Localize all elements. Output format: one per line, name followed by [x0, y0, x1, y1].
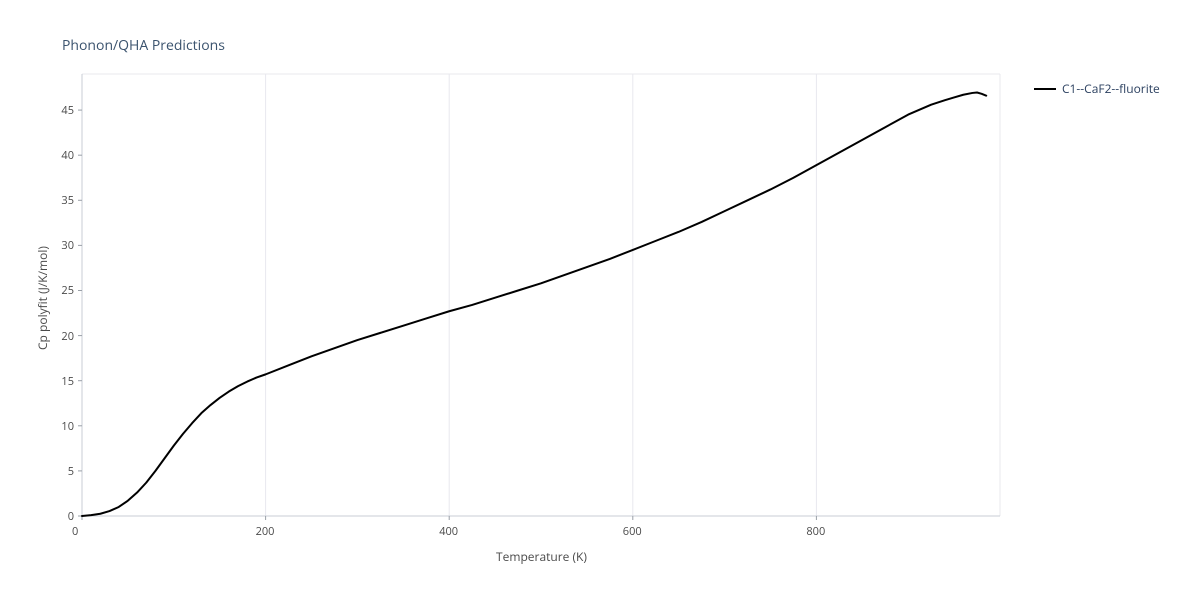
x-tick-label: 0 [72, 524, 78, 539]
y-tick-label: 25 [61, 283, 74, 298]
x-tick-label: 800 [806, 524, 825, 539]
x-tick-label: 200 [256, 524, 275, 539]
chart-container: { "chart": { "type": "line", "title": "P… [0, 0, 1200, 600]
y-tick-label: 5 [68, 464, 74, 479]
y-tick-label: 15 [61, 374, 74, 389]
x-tick-label: 400 [439, 524, 458, 539]
y-tick-label: 20 [61, 329, 74, 344]
y-tick-label: 30 [61, 238, 74, 253]
y-tick-label: 40 [61, 148, 74, 163]
x-tick-label: 600 [623, 524, 642, 539]
y-tick-label: 0 [68, 509, 74, 524]
plot-svg[interactable] [0, 0, 1200, 600]
y-tick-label: 45 [61, 103, 74, 118]
y-tick-label: 35 [61, 193, 74, 208]
y-tick-label: 10 [61, 419, 74, 434]
